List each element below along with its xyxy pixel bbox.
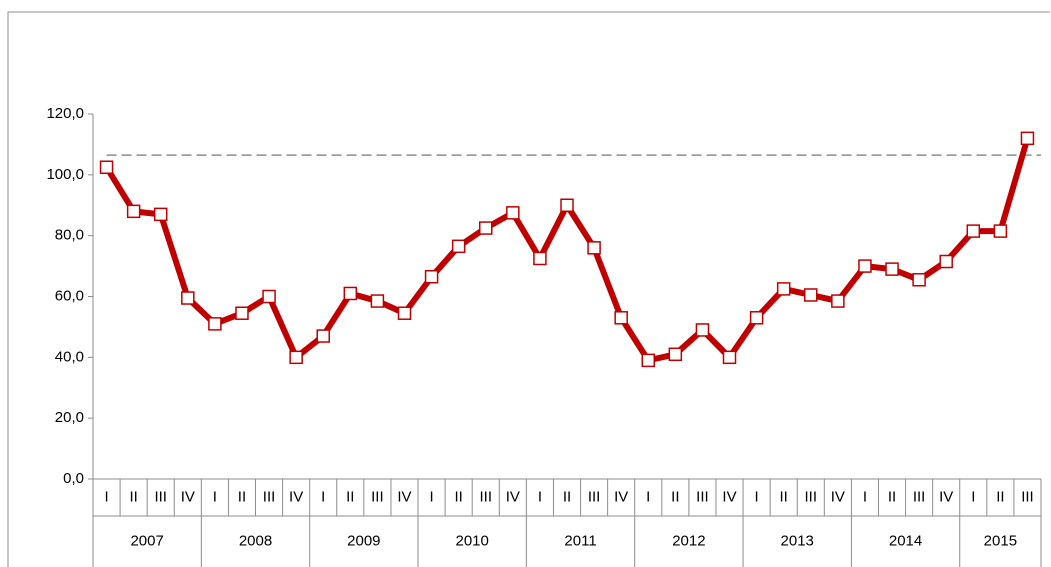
point-marker (912, 273, 926, 287)
point-marker (99, 160, 114, 174)
x-tick-label: I (646, 488, 650, 505)
point-marker (235, 306, 249, 320)
x-tick-label: III (154, 488, 167, 505)
x-tick-label: III (1021, 488, 1034, 505)
y-tick-label: 60,0 (55, 287, 84, 304)
point-marker (776, 282, 791, 296)
x-group-label: 2008 (239, 532, 272, 549)
x-tick-label: II (671, 488, 679, 505)
point-marker (181, 291, 195, 305)
x-tick-label: III (371, 488, 384, 505)
point-marker (208, 317, 222, 331)
series-line (103, 137, 1031, 364)
point-marker (126, 204, 141, 219)
x-tick-label: I (971, 488, 975, 505)
point-marker (668, 347, 683, 362)
point-marker (804, 288, 818, 302)
point-marker (858, 259, 872, 273)
x-tick-label: III (805, 488, 818, 505)
x-tick-label: I (213, 488, 217, 505)
x-group-label: 2015 (984, 532, 1017, 549)
x-tick-label: II (563, 488, 571, 505)
point-marker (614, 311, 628, 325)
y-tick-label: 80,0 (55, 227, 84, 244)
x-group-label: 2012 (672, 532, 705, 549)
point-marker (316, 329, 330, 343)
x-group-label: 2010 (456, 532, 489, 549)
point-marker (289, 350, 303, 365)
point-marker (343, 286, 358, 301)
x-tick-label: IV (397, 488, 411, 505)
point-marker (939, 254, 953, 269)
point-marker (370, 294, 385, 308)
x-tick-label: I (538, 488, 542, 505)
point-marker (153, 207, 168, 222)
point-marker (749, 311, 764, 325)
point-marker (451, 239, 466, 254)
x-tick-label: IV (289, 488, 303, 505)
x-tick-label: I (429, 488, 433, 505)
y-tick-label: 40,0 (55, 348, 84, 365)
x-tick-label: IV (181, 488, 195, 505)
point-marker (587, 241, 601, 255)
point-marker (966, 224, 981, 238)
x-tick-label: II (996, 488, 1004, 505)
x-tick-label: IV (939, 488, 953, 505)
x-tick-label: III (263, 488, 276, 505)
point-marker (1020, 131, 1035, 146)
point-marker (506, 206, 520, 220)
x-tick-label: III (696, 488, 709, 505)
point-marker (831, 294, 845, 308)
point-marker (722, 350, 737, 365)
point-marker (478, 221, 493, 235)
y-tick-label: 120,0 (46, 105, 84, 122)
x-tick-label: II (780, 488, 788, 505)
x-tick-label: IV (506, 488, 520, 505)
y-tick-label: 0,0 (63, 470, 84, 487)
point-marker (993, 224, 1008, 238)
x-tick-label: I (104, 488, 108, 505)
x-tick-label: I (863, 488, 867, 505)
x-tick-label: I (755, 488, 759, 505)
point-marker (533, 251, 547, 266)
x-tick-label: III (479, 488, 492, 505)
chart-frame (7, 11, 1050, 567)
x-group-label: 2013 (781, 532, 814, 549)
point-marker (262, 289, 276, 304)
x-tick-label: II (129, 488, 137, 505)
point-marker (560, 198, 574, 212)
x-group-label: 2014 (889, 532, 922, 549)
x-tick-label: III (913, 488, 926, 505)
y-tick-label: 20,0 (55, 409, 84, 426)
x-group-label: 2007 (130, 532, 163, 549)
x-tick-label: IV (831, 488, 845, 505)
x-tick-label: III (588, 488, 601, 505)
point-marker (397, 306, 412, 320)
point-marker (695, 323, 710, 337)
point-marker (424, 269, 439, 284)
x-tick-label: I (321, 488, 325, 505)
x-tick-label: II (454, 488, 462, 505)
y-tick-label: 100,0 (46, 166, 84, 183)
x-tick-label: IV (722, 488, 736, 505)
x-tick-label: II (888, 488, 896, 505)
point-marker (885, 262, 899, 276)
x-tick-label: II (346, 488, 354, 505)
x-group-label: 2009 (347, 532, 380, 549)
x-tick-label: IV (614, 488, 628, 505)
x-group-label: 2011 (564, 532, 596, 549)
point-marker (641, 353, 656, 368)
x-tick-label: II (238, 488, 246, 505)
